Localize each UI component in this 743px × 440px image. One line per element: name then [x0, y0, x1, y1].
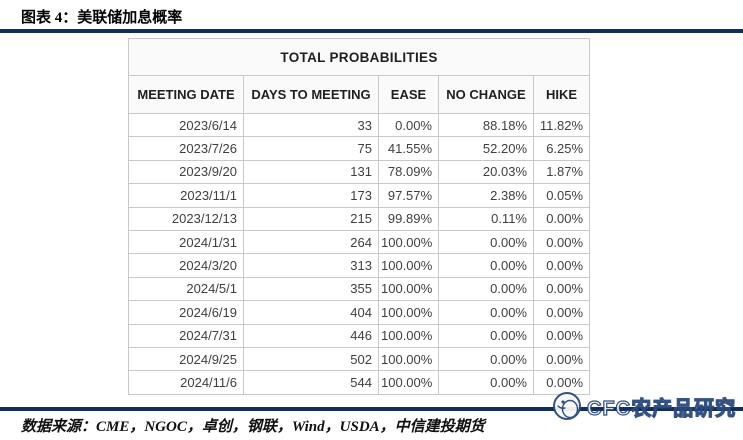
- cell-days-to-meeting: 75: [243, 136, 379, 161]
- cell-hike: 0.05%: [532, 183, 591, 208]
- table-row: 2024/1/31 264 100.00% 0.00% 0.00%: [128, 229, 591, 255]
- data-source-note: 数据来源：CME，NGOC，卓创，钢联，Wind，USDA，中信建投期货: [21, 419, 485, 435]
- cell-ease: 100.00%: [378, 276, 439, 302]
- cell-ease: 100.00%: [378, 300, 439, 325]
- cell-ease: 100.00%: [378, 229, 439, 255]
- cell-meeting-date: 2024/6/19: [128, 300, 244, 325]
- cell-no-change: 0.00%: [438, 276, 534, 302]
- cell-ease: 100.00%: [378, 253, 439, 278]
- cell-meeting-date: 2024/9/25: [128, 346, 244, 372]
- cell-days-to-meeting: 404: [243, 300, 379, 325]
- cell-meeting-date: 2024/1/31: [128, 229, 244, 255]
- column-header-hike: HIKE: [532, 75, 591, 114]
- cell-no-change: 0.00%: [438, 300, 534, 325]
- cell-hike: 0.00%: [532, 323, 591, 348]
- cell-days-to-meeting: 215: [243, 206, 379, 231]
- table-title: TOTAL PROBABILITIES: [127, 38, 591, 76]
- cell-no-change: 0.11%: [438, 206, 534, 231]
- cell-days-to-meeting: 446: [243, 323, 379, 348]
- brand-watermark: CFC农产品研究: [551, 390, 736, 422]
- cell-no-change: 88.18%: [438, 112, 534, 138]
- table-title-row: TOTAL PROBABILITIES: [127, 38, 591, 76]
- column-header-no-change: NO CHANGE: [438, 75, 534, 114]
- table-row: 2024/6/19 404 100.00% 0.00% 0.00%: [128, 300, 591, 325]
- cell-meeting-date: 2023/7/26: [128, 136, 244, 161]
- total-probabilities-table: TOTAL PROBABILITIES MEETING DATE DAYS TO…: [127, 38, 591, 395]
- cell-no-change: 0.00%: [438, 253, 534, 278]
- cell-ease: 97.57%: [378, 183, 439, 208]
- probability-table: TOTAL PROBABILITIES MEETING DATE DAYS TO…: [127, 38, 591, 395]
- cell-hike: 0.00%: [532, 276, 591, 302]
- cell-ease: 100.00%: [378, 346, 439, 372]
- table-row: 2024/3/20 313 100.00% 0.00% 0.00%: [128, 253, 591, 278]
- cell-meeting-date: 2024/3/20: [128, 253, 244, 278]
- cfc-mascot-logo-icon: [553, 392, 581, 420]
- cell-days-to-meeting: 131: [243, 159, 379, 185]
- cell-hike: 0.00%: [532, 300, 591, 325]
- cell-ease: 100.00%: [378, 323, 439, 348]
- cell-hike: 1.87%: [532, 159, 591, 185]
- cell-no-change: 0.00%: [438, 323, 534, 348]
- bottom-divider-line: [0, 407, 743, 411]
- cell-days-to-meeting: 33: [243, 112, 379, 138]
- probability-table-body: 2023/6/14 33 0.00% 88.18% 11.82% 2023/7/26 75 4…: [128, 112, 591, 395]
- cell-hike: 0.00%: [532, 253, 591, 278]
- table-row: 2023/12/13 215 99.89% 0.11% 0.00%: [128, 206, 591, 231]
- table-row: 2024/7/31 446 100.00% 0.00% 0.00%: [128, 323, 591, 348]
- cell-hike: 0.00%: [532, 346, 591, 372]
- cell-days-to-meeting: 355: [243, 276, 379, 302]
- cell-no-change: 0.00%: [438, 370, 534, 395]
- cell-no-change: 0.00%: [438, 229, 534, 255]
- table-header-row: MEETING DATE DAYS TO MEETING EASE NO CHA…: [128, 75, 591, 114]
- cell-meeting-date: 2023/6/14: [128, 112, 244, 138]
- cell-ease: 41.55%: [378, 136, 439, 161]
- figure-caption: 图表 4：美联储加息概率: [21, 10, 183, 26]
- cell-hike: 0.00%: [532, 206, 591, 231]
- table-row: 2024/9/25 502 100.00% 0.00% 0.00%: [128, 346, 591, 372]
- table-row: 2024/11/6 544 100.00% 0.00% 0.00%: [128, 370, 591, 395]
- cell-meeting-date: 2023/11/1: [128, 183, 244, 208]
- cell-hike: 0.00%: [532, 229, 591, 255]
- cell-meeting-date: 2024/5/1: [128, 276, 244, 302]
- cell-ease: 100.00%: [378, 370, 439, 395]
- cell-no-change: 0.00%: [438, 346, 534, 372]
- cell-ease: 99.89%: [378, 206, 439, 231]
- cell-meeting-date: 2024/11/6: [128, 370, 244, 395]
- cell-no-change: 20.03%: [438, 159, 534, 185]
- cell-no-change: 52.20%: [438, 136, 534, 161]
- cell-days-to-meeting: 173: [243, 183, 379, 208]
- cell-meeting-date: 2023/12/13: [128, 206, 244, 231]
- table-row: 2024/5/1 355 100.00% 0.00% 0.00%: [128, 276, 591, 302]
- cell-hike: 0.00%: [532, 370, 591, 395]
- cell-days-to-meeting: 313: [243, 253, 379, 278]
- table-row: 2023/11/1 173 97.57% 2.38% 0.05%: [128, 183, 591, 208]
- cell-hike: 6.25%: [532, 136, 591, 161]
- cell-ease: 78.09%: [378, 159, 439, 185]
- cell-ease: 0.00%: [378, 112, 439, 138]
- cell-days-to-meeting: 502: [243, 346, 379, 372]
- cell-no-change: 2.38%: [438, 183, 534, 208]
- column-header-meeting-date: MEETING DATE: [128, 75, 244, 114]
- cell-meeting-date: 2023/9/20: [128, 159, 244, 185]
- table-row: 2023/9/20 131 78.09% 20.03% 1.87%: [128, 159, 591, 185]
- table-row: 2023/6/14 33 0.00% 88.18% 11.82%: [128, 112, 591, 138]
- cell-days-to-meeting: 544: [243, 370, 379, 395]
- cell-meeting-date: 2024/7/31: [128, 323, 244, 348]
- top-divider-line: [0, 29, 743, 33]
- column-header-ease: EASE: [378, 75, 439, 114]
- table-row: 2023/7/26 75 41.55% 52.20% 6.25%: [128, 136, 591, 161]
- column-header-days-to-meeting: DAYS TO MEETING: [243, 75, 379, 114]
- watermark-text: CFC农产品研究: [586, 397, 737, 420]
- cell-days-to-meeting: 264: [243, 229, 379, 255]
- cell-hike: 11.82%: [532, 112, 591, 138]
